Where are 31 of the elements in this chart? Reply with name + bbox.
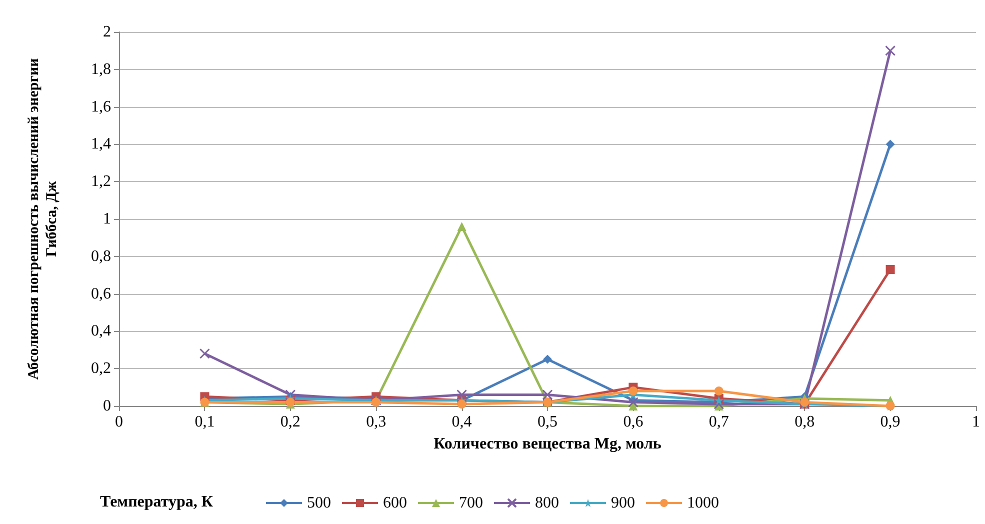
x-tick-label: 0,1 <box>194 414 215 430</box>
x-tick-label: 0,7 <box>708 414 729 430</box>
legend-label: 500 <box>307 494 331 512</box>
x-tick-label: 1 <box>972 414 980 430</box>
legend-title: Температура, К <box>100 494 214 510</box>
y-tick-label: 0,6 <box>91 285 111 302</box>
y-tick-label: 1,2 <box>91 173 111 190</box>
y-tick-label: 2 <box>103 24 111 40</box>
x-tick-label: 0 <box>115 414 123 430</box>
x-tick-label: 0,2 <box>280 414 300 430</box>
legend-label: 900 <box>611 494 635 512</box>
x-tick-label: 0,6 <box>623 414 644 430</box>
x-tick-label: 0,5 <box>538 414 558 430</box>
y-tick-label: 1 <box>103 210 111 228</box>
y-tick-label: 1,4 <box>91 136 111 153</box>
legend-label: 800 <box>535 494 559 512</box>
y-tick-label: 1,8 <box>91 60 111 78</box>
legend-label: 600 <box>383 494 407 512</box>
x-tick-label: 0,3 <box>366 414 386 430</box>
y-tick-label: 1,6 <box>91 98 111 116</box>
y-axis-title: Абсолютная погрешность вычислений энергии Гиббса, Дж <box>26 58 60 380</box>
y-tick-label: 0,4 <box>91 322 111 340</box>
y-tick-label: 0,8 <box>91 248 111 265</box>
x-tick-label: 0,8 <box>794 414 815 430</box>
legend-label: 700 <box>459 494 483 512</box>
x-tick-label: 0,9 <box>880 414 900 430</box>
x-axis-title: Количество вещества Mg, моль <box>434 436 662 452</box>
y-tick-label: 0 <box>103 398 111 414</box>
y-tick-label: 0,2 <box>91 360 111 378</box>
x-tick-label: 0,4 <box>452 414 472 430</box>
legend-label: 1000 <box>687 494 719 512</box>
